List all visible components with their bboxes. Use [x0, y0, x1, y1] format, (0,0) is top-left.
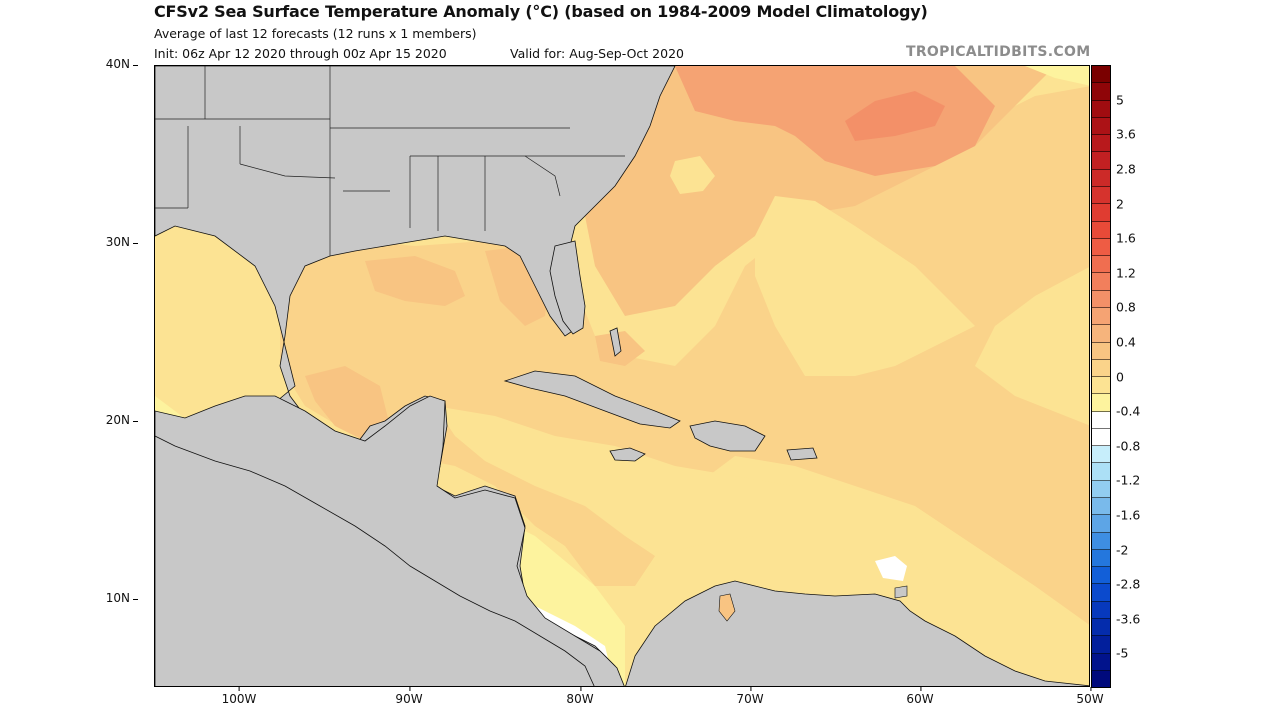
- colorbar-band: [1092, 135, 1110, 153]
- x-tick-label: 90W: [395, 687, 423, 706]
- colorbar: [1091, 65, 1111, 688]
- chart-title: CFSv2 Sea Surface Temperature Anomaly (°…: [154, 2, 928, 21]
- y-tick-label: 10N: [105, 591, 139, 605]
- x-tick-label: 60W: [906, 687, 934, 706]
- x-tick-label: 70W: [736, 687, 764, 706]
- colorbar-band: [1092, 83, 1110, 101]
- colorbar-label: -3.6: [1116, 611, 1141, 627]
- colorbar-band: [1092, 152, 1110, 170]
- colorbar-label: -1.2: [1116, 472, 1141, 488]
- colorbar-band: [1092, 290, 1110, 308]
- valid-period-label: Valid for: Aug-Sep-Oct 2020: [510, 46, 684, 61]
- colorbar-band: [1092, 204, 1110, 222]
- colorbar-band: [1092, 186, 1110, 205]
- colorbar-band: [1092, 238, 1110, 257]
- colorbar-band: [1092, 307, 1110, 326]
- colorbar-label: 2: [1116, 196, 1124, 212]
- colorbar-band: [1092, 359, 1110, 378]
- colorbar-label: 2.8: [1116, 161, 1136, 177]
- colorbar-label: -5: [1116, 645, 1129, 661]
- chart-subtitle: Average of last 12 forecasts (12 runs x …: [154, 26, 477, 41]
- colorbar-label: 1.6: [1116, 230, 1136, 246]
- sst-anomaly-map: [154, 65, 1090, 687]
- colorbar-label: -2: [1116, 542, 1129, 558]
- colorbar-band: [1092, 532, 1110, 550]
- colorbar-band: [1092, 653, 1110, 671]
- colorbar-band: [1092, 601, 1110, 619]
- colorbar-band: [1092, 100, 1110, 118]
- colorbar-band: [1092, 428, 1110, 447]
- colorbar-band: [1092, 325, 1110, 343]
- colorbar-label: 0.4: [1116, 334, 1136, 350]
- colorbar-band: [1092, 411, 1110, 429]
- x-tick-label: 50W: [1076, 687, 1104, 706]
- colorbar-band: [1092, 377, 1110, 395]
- colorbar-band: [1092, 670, 1110, 688]
- init-time-label: Init: 06z Apr 12 2020 through 00z Apr 15…: [154, 46, 447, 61]
- colorbar-band: [1092, 549, 1110, 568]
- colorbar-band: [1092, 342, 1110, 360]
- map-canvas: [155, 66, 1089, 686]
- colorbar-band: [1092, 480, 1110, 499]
- colorbar-band: [1092, 394, 1110, 412]
- colorbar-label: 0.8: [1116, 299, 1136, 315]
- y-tick-label: 20N: [105, 413, 139, 427]
- colorbar-band: [1092, 221, 1110, 239]
- colorbar-label: 3.6: [1116, 126, 1136, 142]
- colorbar-band: [1092, 66, 1110, 84]
- colorbar-band: [1092, 169, 1110, 187]
- x-tick-label: 100W: [221, 687, 257, 706]
- y-tick-label: 30N: [105, 235, 139, 249]
- colorbar-label: 1.2: [1116, 265, 1136, 281]
- colorbar-band: [1092, 273, 1110, 291]
- colorbar-band: [1092, 584, 1110, 602]
- colorbar-band: [1092, 463, 1110, 481]
- colorbar-band: [1092, 515, 1110, 533]
- colorbar-band: [1092, 446, 1110, 464]
- colorbar-band: [1092, 567, 1110, 585]
- colorbar-band: [1092, 498, 1110, 516]
- colorbar-label: -1.6: [1116, 507, 1141, 523]
- colorbar-label: 5: [1116, 92, 1124, 108]
- colorbar-label: -2.8: [1116, 576, 1141, 592]
- y-tick-label: 40N: [105, 57, 139, 71]
- colorbar-band: [1092, 636, 1110, 654]
- colorbar-label: -0.4: [1116, 403, 1141, 419]
- colorbar-band: [1092, 117, 1110, 136]
- brand-watermark: TROPICALTIDBITS.COM: [906, 44, 1091, 60]
- colorbar-band: [1092, 256, 1110, 274]
- colorbar-label: 0: [1116, 369, 1124, 385]
- colorbar-band: [1092, 619, 1110, 637]
- x-tick-label: 80W: [566, 687, 594, 706]
- colorbar-label: -0.8: [1116, 438, 1141, 454]
